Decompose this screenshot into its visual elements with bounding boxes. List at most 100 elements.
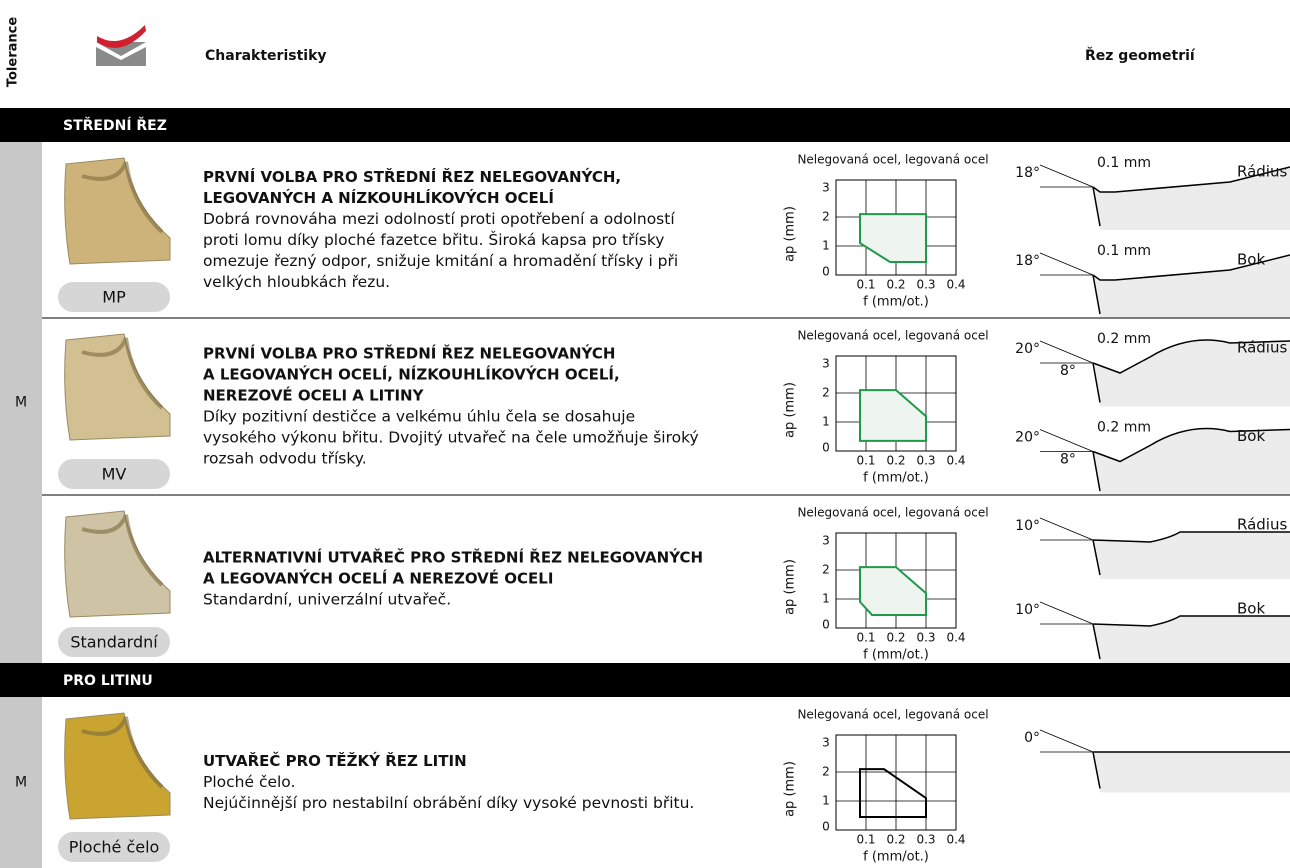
insert-label: MP	[102, 288, 126, 307]
chart-title: Nelegovaná ocel, legovaná ocel	[797, 329, 988, 343]
x-axis-label: f (mm/ot.)	[863, 850, 929, 865]
y-tick-label: 2	[822, 563, 830, 577]
x-tick-label: 0.3	[916, 278, 935, 292]
insert-label: Standardní	[70, 633, 158, 652]
y-tick-label: 1	[822, 239, 830, 253]
angle-line	[1039, 252, 1094, 276]
y-tick-label: 2	[822, 386, 830, 400]
y-tick-label: 0	[822, 618, 830, 632]
row-text: proti lomu díky ploché fazetce břitu. Ši…	[203, 230, 664, 249]
insert-image	[64, 712, 171, 820]
characteristics-heading: Charakteristiky	[205, 48, 327, 64]
geometry-land: 0.2 mm	[1097, 331, 1151, 347]
insert-label: Ploché čelo	[69, 838, 160, 857]
x-tick-label: 0.1	[856, 833, 875, 847]
angle-line	[1039, 601, 1094, 625]
geometry-angle: 10°	[1015, 602, 1040, 618]
y-tick-label: 3	[822, 357, 830, 371]
geometry-angle: 20°	[1015, 430, 1040, 446]
x-tick-label: 0.2	[886, 631, 905, 645]
geometry-name: Rádius	[1237, 163, 1287, 181]
geometry-angle: 10°	[1015, 518, 1040, 534]
x-tick-label: 0.1	[856, 278, 875, 292]
logo	[96, 25, 146, 66]
y-tick-label: 3	[822, 181, 830, 195]
geometry-edge	[1092, 531, 1290, 576]
y-tick-label: 0	[822, 265, 830, 279]
geometry-name: Bok	[1237, 600, 1265, 618]
geometry-land: 0.2 mm	[1097, 420, 1151, 436]
geometry-edge	[1092, 166, 1290, 227]
chart-title: Nelegovaná ocel, legovaná ocel	[797, 708, 988, 722]
geometry-section	[1093, 752, 1290, 793]
row-text: omezuje řezný odpor, snižuje kmitání a h…	[203, 252, 678, 270]
geometry-edge	[1092, 751, 1290, 789]
row-text: Díky pozitivní destičce a velkému úhlu č…	[203, 408, 635, 426]
operating-range	[859, 213, 927, 263]
y-axis-label: ap (mm)	[783, 206, 798, 262]
chart-title: Nelegovaná ocel, legovaná ocel	[797, 153, 988, 167]
tolerance-class: M	[15, 775, 27, 791]
geometry-section	[1093, 532, 1290, 579]
x-tick-label: 0.2	[886, 454, 905, 468]
geometry-name: Rádius	[1237, 339, 1287, 357]
y-tick-label: 3	[822, 534, 830, 548]
tolerance-class: M	[15, 395, 27, 411]
row-text: Standardní, univerzální utvařeč.	[203, 591, 451, 609]
operating-range	[859, 768, 927, 818]
angle-line	[1039, 429, 1094, 452]
row-heading: PRVNÍ VOLBA PRO STŘEDNÍ ŘEZ NELEGOVANÝCH…	[203, 167, 621, 186]
insert-groove	[81, 337, 164, 410]
geometry-edge	[1092, 427, 1290, 492]
geometry-edge	[1092, 254, 1290, 315]
tolerance-heading: Tolerance	[6, 17, 21, 87]
x-tick-label: 0.4	[946, 631, 965, 645]
geometry-edge	[1092, 615, 1290, 660]
insert-image	[64, 333, 171, 441]
geometry-section	[1093, 616, 1290, 663]
row-heading: PRVNÍ VOLBA PRO STŘEDNÍ ŘEZ NELEGOVANÝCH	[203, 344, 615, 363]
x-tick-label: 0.2	[886, 278, 905, 292]
geometry-land: 0.1 mm	[1097, 243, 1151, 259]
row-heading: LEGOVANÝCH A NÍZKOUHLÍKOVÝCH OCELÍ	[203, 188, 554, 207]
insert-groove	[81, 716, 164, 789]
row-text: Nejúčinnější pro nestabilní obrábění dík…	[203, 794, 694, 812]
y-tick-label: 2	[822, 210, 830, 224]
y-tick-label: 2	[822, 765, 830, 779]
row-heading: A LEGOVANÝCH OCELÍ A NEREZOVÉ OCELI	[203, 569, 553, 588]
row-heading: NEREZOVÉ OCELI A LITINY	[203, 386, 425, 405]
y-tick-label: 1	[822, 794, 830, 808]
row-text: Ploché čelo.	[203, 773, 295, 791]
y-tick-label: 0	[822, 441, 830, 455]
insert-label: MV	[102, 465, 127, 484]
insert-groove	[81, 161, 164, 234]
geometry-name: Bok	[1237, 251, 1265, 269]
y-tick-label: 0	[822, 820, 830, 834]
geometry-rake: 8°	[1060, 452, 1076, 468]
section-title: STŘEDNÍ ŘEZ	[63, 117, 167, 134]
y-tick-label: 3	[822, 736, 830, 750]
x-tick-label: 0.4	[946, 833, 965, 847]
row-text: Dobrá rovnováha mezi odolností proti opo…	[203, 210, 675, 228]
geometry-land: 0.1 mm	[1097, 155, 1151, 171]
insert-image	[64, 157, 171, 265]
section-title: PRO LITINU	[63, 673, 153, 689]
x-tick-label: 0.3	[916, 631, 935, 645]
row-heading: UTVAŘEČ PRO TĚŽKÝ ŘEZ LITIN	[203, 751, 467, 770]
x-tick-label: 0.4	[946, 454, 965, 468]
y-tick-label: 1	[822, 592, 830, 606]
row-text: velkých hloubkách řezu.	[203, 273, 390, 291]
insert-groove	[81, 514, 164, 587]
geometry-rake: 8°	[1060, 363, 1076, 379]
insert-image	[64, 510, 171, 618]
angle-line	[1039, 729, 1094, 753]
operating-range	[859, 389, 927, 442]
y-axis-label: ap (mm)	[783, 559, 798, 615]
y-tick-label: 1	[822, 415, 830, 429]
insert-label-pill	[58, 627, 170, 657]
geometry-angle: 20°	[1015, 341, 1040, 357]
x-axis-label: f (mm/ot.)	[863, 295, 929, 310]
x-tick-label: 0.2	[886, 833, 905, 847]
row-heading: ALTERNATIVNÍ UTVAŘEČ PRO STŘEDNÍ ŘEZ NEL…	[203, 548, 703, 567]
